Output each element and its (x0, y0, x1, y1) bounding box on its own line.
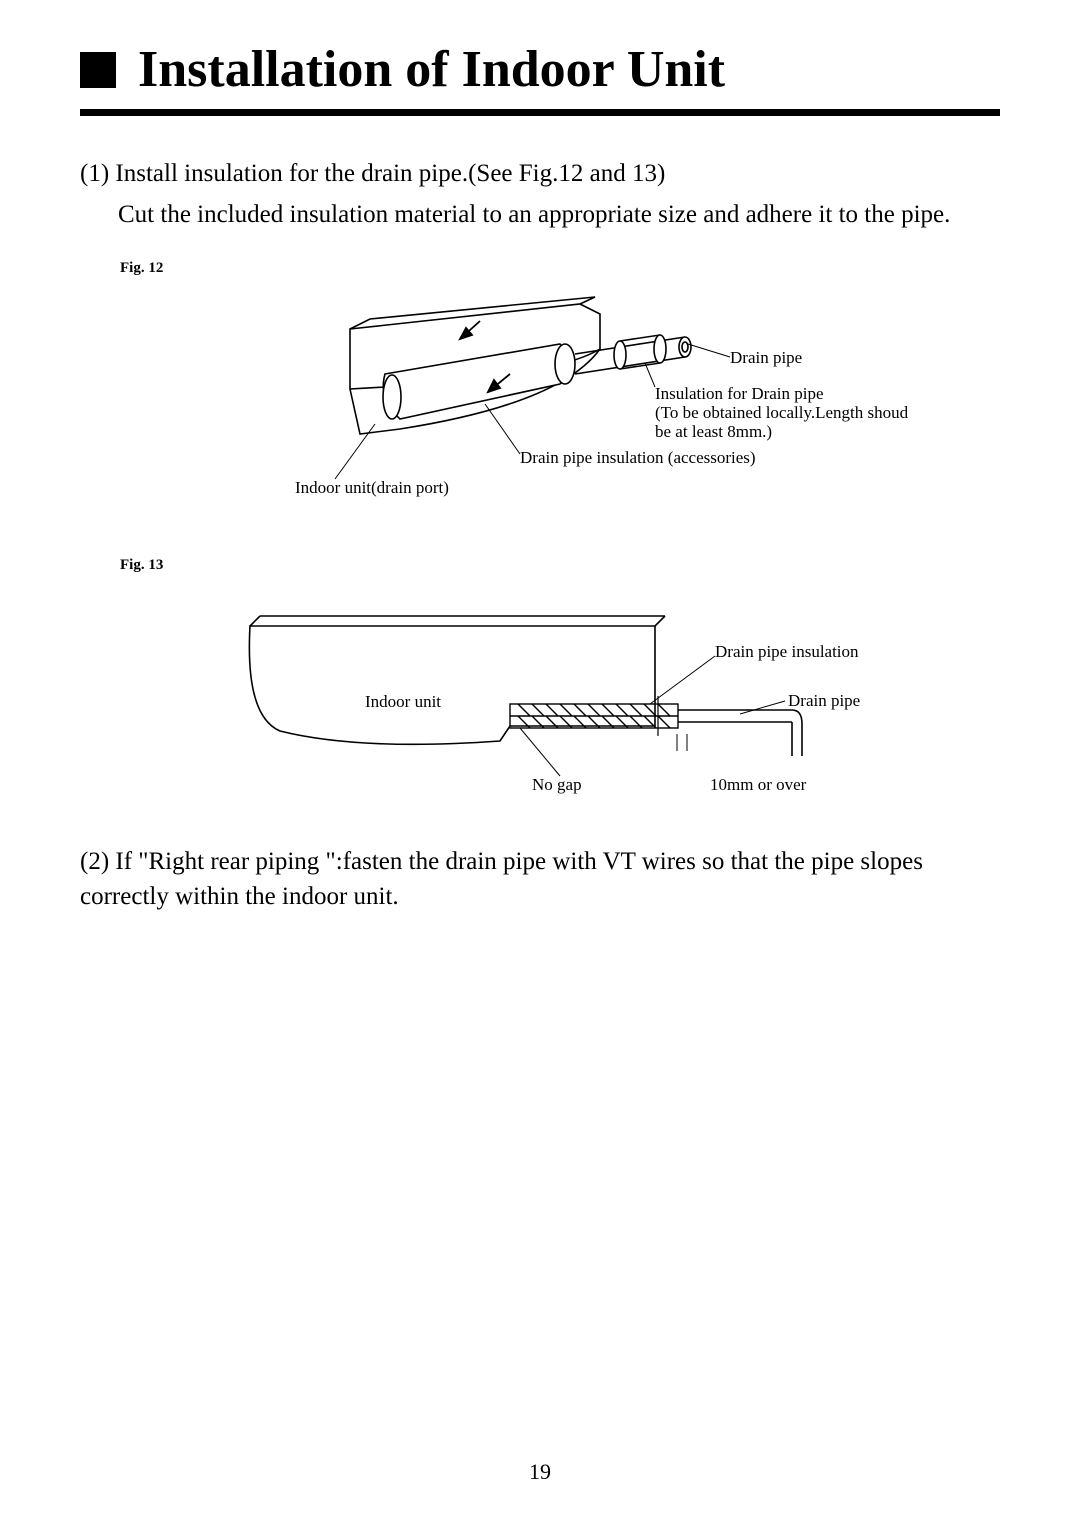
fig12-label-insulation-sub2: be at least 8mm.) (655, 421, 772, 442)
header-square-icon (80, 52, 116, 88)
paragraph-1-line-2: Cut the included insulation material to … (80, 197, 1000, 232)
header-row: Installation of Indoor Unit (80, 40, 1000, 99)
fig13-label-no-gap: No gap (532, 774, 582, 795)
fig12-label-drain-pipe: Drain pipe (730, 347, 802, 368)
paragraph-2: (2) If "Right rear piping ":fasten the d… (80, 844, 1000, 914)
header-underline (80, 109, 1000, 116)
page-header: Installation of Indoor Unit (0, 0, 1080, 116)
fig12-label-indoor-unit: Indoor unit(drain port) (295, 477, 449, 498)
fig13-label-indoor-unit: Indoor unit (365, 691, 441, 712)
paragraph-1-line-1: (1) Install insulation for the drain pip… (80, 156, 1000, 191)
fig13-caption: Fig. 13 (120, 557, 1000, 574)
page-content: (1) Install insulation for the drain pip… (0, 116, 1080, 914)
fig12-caption: Fig. 12 (120, 260, 1000, 277)
fig13-label-drain-pipe: Drain pipe (788, 690, 860, 711)
page-title: Installation of Indoor Unit (138, 40, 725, 99)
page-number: 19 (0, 1459, 1080, 1485)
fig12-diagram: Drain pipe Insulation for Drain pipe (To… (200, 289, 1000, 529)
fig13-label-insulation: Drain pipe insulation (715, 641, 859, 662)
fig12-label-accessories: Drain pipe insulation (accessories) (520, 447, 756, 468)
fig13-label-distance: 10mm or over (710, 774, 806, 795)
fig13-diagram: Drain pipe insulation Indoor unit Drain … (180, 586, 1000, 816)
